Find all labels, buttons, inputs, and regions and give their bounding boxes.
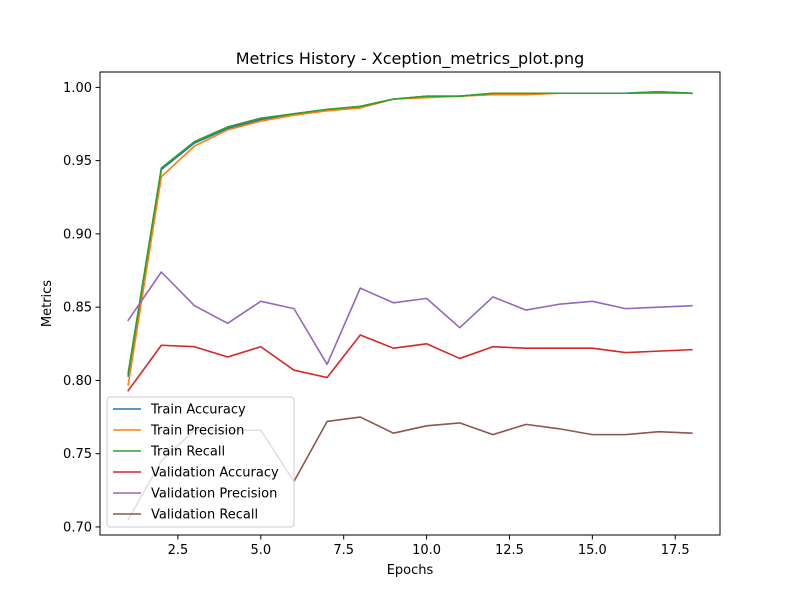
y-tick-label: 1.00 <box>63 81 92 96</box>
legend-frame <box>106 396 295 528</box>
legend-label: Validation Accuracy <box>151 466 279 481</box>
legend: Train Accuracy Train Precision Train Recal… <box>106 396 295 528</box>
legend-label: Train Accuracy <box>150 403 246 418</box>
y-axis: 0.70 0.75 0.80 0.85 0.90 0.95 1.00 <box>63 81 100 535</box>
chart-title: Metrics History - Xception_metrics_plot.… <box>236 49 585 69</box>
y-tick-label: 0.70 <box>63 520 92 535</box>
x-axis-label: Epochs <box>387 563 434 578</box>
legend-label: Train Precision <box>150 424 244 439</box>
y-tick-label: 0.85 <box>63 301 92 316</box>
x-tick-label: 12.5 <box>495 543 524 558</box>
series-line-train-recall <box>127 90 693 375</box>
legend-label: Validation Precision <box>151 487 277 502</box>
x-tick-label: 17.5 <box>661 543 690 558</box>
y-tick-label: 0.80 <box>63 374 92 389</box>
legend-label: Train Recall <box>150 445 225 460</box>
series-layer <box>127 90 693 521</box>
x-tick-label: 5.0 <box>250 543 271 558</box>
x-tick-label: 2.5 <box>168 543 189 558</box>
series-line-validation-accuracy <box>127 334 693 392</box>
y-tick-label: 0.95 <box>63 154 92 169</box>
x-axis: 2.5 5.0 7.5 10.0 12.5 15.0 17.5 <box>168 535 690 558</box>
y-tick-label: 0.75 <box>63 447 92 462</box>
series-line-validation-precision <box>127 271 693 366</box>
x-tick-label: 15.0 <box>578 543 607 558</box>
x-tick-label: 10.0 <box>412 543 441 558</box>
legend-label: Validation Recall <box>151 508 258 523</box>
x-tick-label: 7.5 <box>333 543 354 558</box>
y-axis-label: Metrics <box>40 280 55 327</box>
y-tick-label: 0.90 <box>63 227 92 242</box>
plot-frame <box>99 71 721 536</box>
